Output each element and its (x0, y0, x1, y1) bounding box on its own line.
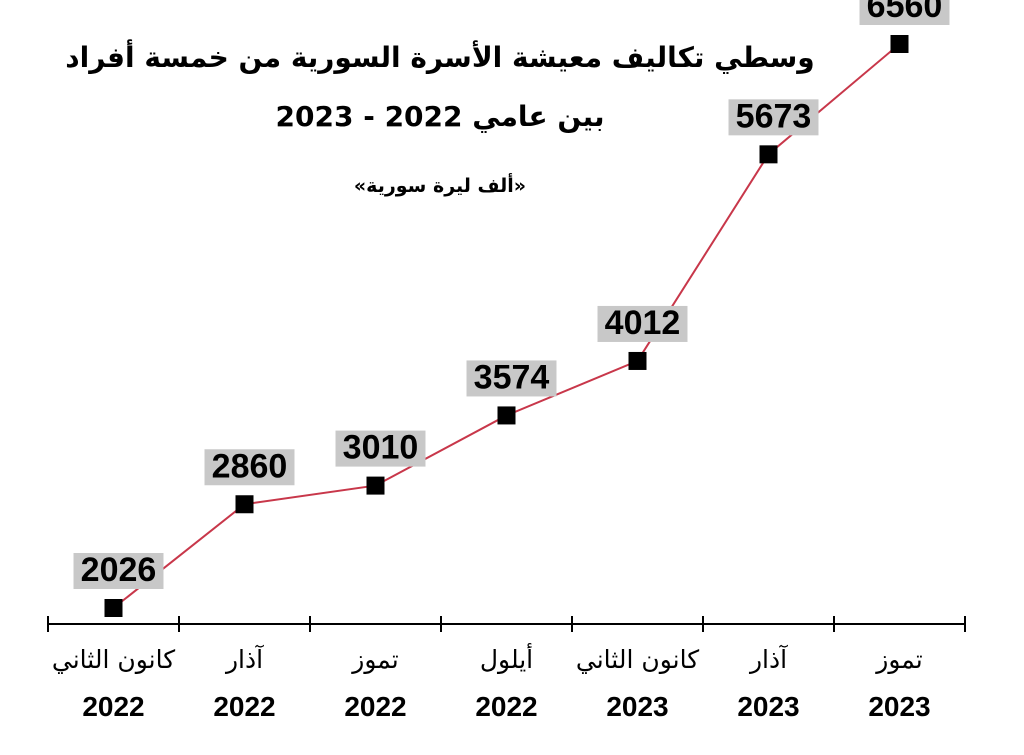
data-label: 2860 (212, 447, 288, 485)
data-label: 3010 (343, 429, 419, 467)
data-point-marker (104, 599, 123, 617)
x-tick-label-year: 2022 (344, 691, 406, 722)
series-markers (104, 35, 909, 617)
x-tick-label-year: 2022 (475, 691, 537, 722)
x-tick-label-month: تموز (350, 645, 398, 674)
x-tick-label-month: كانون الثاني (52, 645, 175, 674)
data-point-marker (759, 145, 778, 164)
data-label-background (728, 99, 819, 136)
data-point-marker (366, 476, 385, 495)
data-label-background (204, 449, 295, 486)
data-label-background (597, 305, 688, 342)
data-label-background (466, 360, 557, 397)
chart-unit-label: «ألف ليرة سورية» (354, 173, 526, 197)
data-label: 3574 (474, 358, 550, 396)
x-tick-label-month: تموز (874, 645, 922, 674)
data-labels: 2026 2860 3010 3574 4012 5673 6560 (73, 0, 950, 589)
x-tick-label-year: 2023 (868, 691, 930, 722)
x-tick-label-year: 2023 (606, 691, 668, 722)
x-tick-label-year: 2022 (82, 691, 144, 722)
x-tick-label-year: 2022 (213, 691, 275, 722)
data-label-background (859, 0, 950, 25)
data-label: 2026 (81, 551, 157, 589)
data-label-background (335, 430, 426, 467)
data-point-marker (628, 351, 647, 370)
x-tick-label-month: آذار (748, 644, 788, 674)
data-point-marker (890, 35, 909, 53)
x-axis-ticks (47, 616, 966, 632)
x-tick-label-month: كانون الثاني (576, 645, 699, 674)
data-label-background (73, 553, 164, 589)
x-tick-label-month: أيلول (480, 642, 533, 674)
chart-title: وسطي تكاليف معيشة الأسرة السورية من خمسة… (65, 39, 814, 74)
x-tick-label-year: 2023 (737, 691, 799, 722)
chart-subtitle: بين عامي 2022 - 2023 (276, 100, 605, 133)
data-point-marker (235, 495, 254, 514)
data-label: 6560 (867, 0, 943, 25)
x-axis-tick-labels: كانون الثاني 2022 آذار 2022 تموز 2022 أيلول 202… (52, 642, 931, 722)
data-point-marker (497, 406, 516, 425)
x-tick-label-month: آذار (224, 644, 264, 674)
data-label: 5673 (736, 97, 812, 135)
data-label: 4012 (605, 304, 681, 342)
